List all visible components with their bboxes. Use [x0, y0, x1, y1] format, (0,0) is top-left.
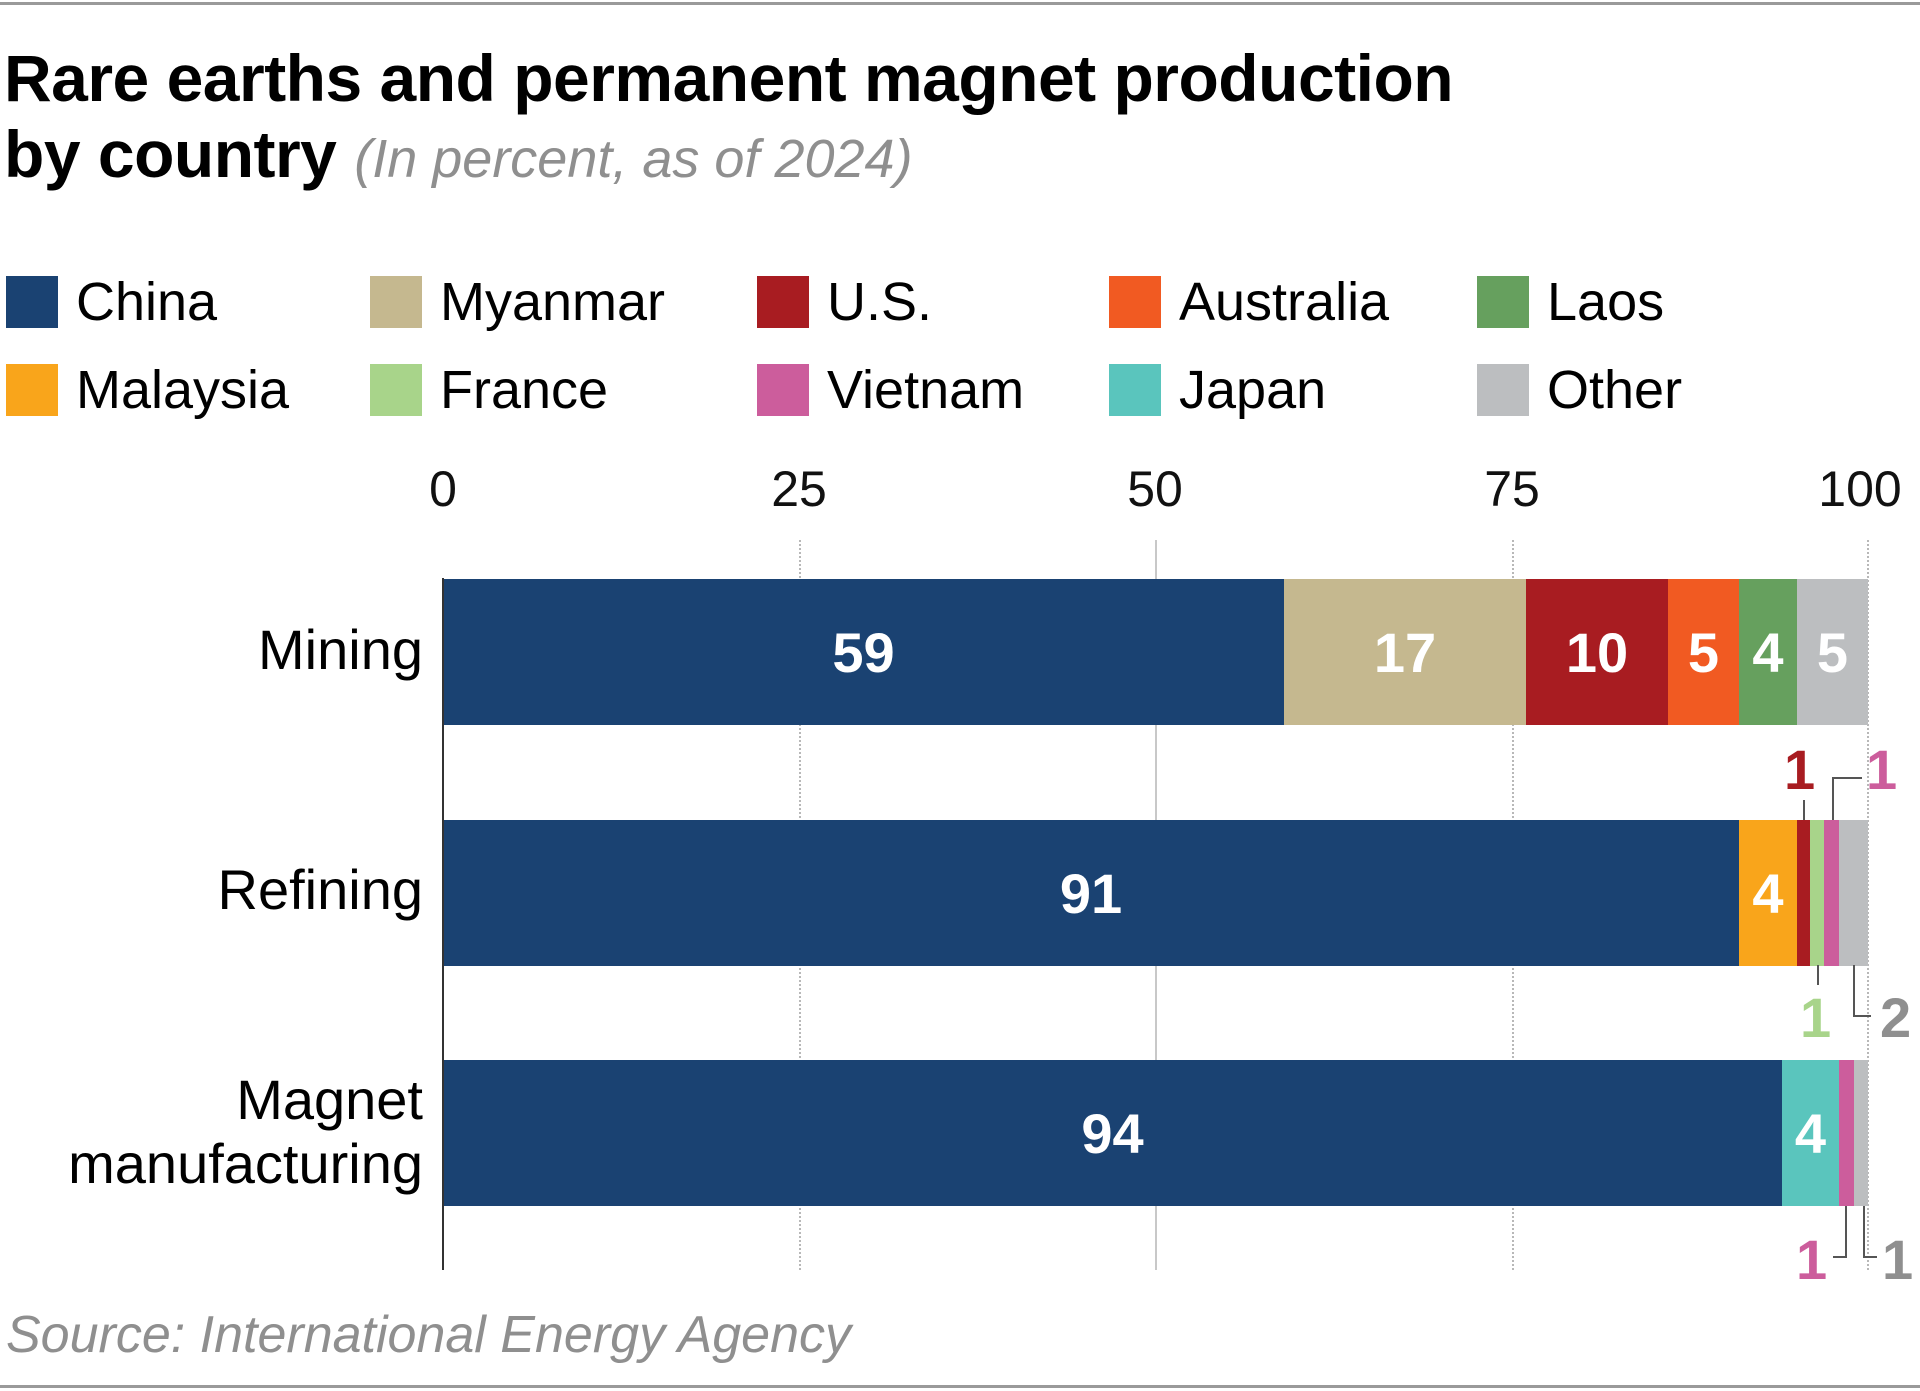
segment-us: 10 [1526, 579, 1668, 725]
segment-myanmar: 17 [1284, 579, 1526, 725]
segment-value: 59 [832, 620, 895, 684]
legend-swatch-myanmar [370, 276, 422, 328]
legend-label: Laos [1547, 272, 1665, 332]
legend-swatch-laos [1477, 276, 1529, 328]
legend-item-malaysia: Malaysia [6, 360, 290, 420]
chart-title: Rare earths and permanent magnet product… [4, 40, 1454, 197]
segment-other: 5 [1797, 579, 1868, 725]
leader-line-vietnam [1832, 777, 1834, 820]
legend-swatch-us [757, 276, 809, 328]
leader-line-vietnam-magnet-h [1833, 1256, 1847, 1258]
segment-value: 5 [1816, 620, 1849, 684]
legend-item-china: China [6, 272, 218, 332]
bar-mining: 59 17 10 5 4 5 [443, 579, 1868, 725]
legend-item-laos: Laos [1477, 272, 1665, 332]
legend-item-myanmar: Myanmar [370, 272, 666, 332]
legend-swatch-vietnam [757, 364, 809, 416]
category-label-refining: Refining [217, 858, 423, 921]
category-label-magnet-line2: manufacturing [68, 1132, 423, 1195]
tick-label-75: 75 [1484, 461, 1540, 517]
segment-other [1839, 820, 1868, 966]
legend-item-us: U.S. [757, 272, 933, 332]
leader-line-other [1853, 965, 1855, 1017]
callout-france: 1 [1800, 986, 1832, 1049]
leader-line-france [1817, 965, 1819, 985]
legend-item-japan: Japan [1109, 360, 1327, 420]
leader-line-vietnam-h [1832, 777, 1862, 779]
y-axis-line [442, 578, 444, 1270]
legend-swatch-france [370, 364, 422, 416]
leader-line-vietnam-magnet [1845, 1206, 1847, 1258]
legend-item-other: Other [1477, 360, 1683, 420]
callout-other: 2 [1880, 986, 1912, 1049]
title-line-1: Rare earths and permanent magnet product… [4, 41, 1454, 115]
segment-china: 91 [443, 820, 1739, 966]
legend-swatch-china [6, 276, 58, 328]
category-label-magnet-line1: Magnet [236, 1068, 423, 1131]
callout-vietnam-magnet: 1 [1796, 1228, 1828, 1291]
segment-us [1797, 820, 1810, 966]
leader-line-other-h [1853, 1015, 1871, 1017]
segment-australia: 5 [1668, 579, 1739, 725]
callout-us: 1 [1784, 738, 1816, 801]
bar-refining: 91 4 [443, 820, 1868, 966]
legend-swatch-japan [1109, 364, 1161, 416]
legend-item-australia: Australia [1109, 272, 1390, 332]
legend-label: France [440, 360, 609, 420]
legend-label: Japan [1179, 360, 1327, 420]
segment-value: 4 [1752, 620, 1784, 684]
segment-value: 91 [1059, 861, 1123, 925]
legend-item-vietnam: Vietnam [757, 360, 1025, 420]
tick-label-0: 0 [429, 461, 457, 517]
segment-china: 59 [443, 579, 1284, 725]
title-line-2-text: by country [4, 117, 337, 191]
legend-label: Malaysia [76, 360, 290, 420]
segment-china: 94 [443, 1060, 1782, 1206]
title-line-2: by country (In percent, as of 2024) [4, 116, 1453, 197]
callout-vietnam: 1 [1866, 738, 1898, 801]
segment-value: 4 [1752, 861, 1784, 925]
category-label-magnet: Magnet manufacturing [68, 1068, 423, 1196]
tick-label-100: 100 [1818, 461, 1902, 517]
segment-japan: 4 [1782, 1060, 1839, 1206]
segment-value: 10 [1565, 620, 1629, 684]
legend-label: China [76, 272, 218, 332]
segment-vietnam [1839, 1060, 1854, 1206]
top-rule [0, 2, 1920, 5]
segment-value: 5 [1687, 620, 1720, 684]
legend-swatch-malaysia [6, 364, 58, 416]
legend-label: Australia [1179, 272, 1390, 332]
legend-label: Vietnam [827, 360, 1025, 420]
segment-malaysia: 4 [1739, 820, 1797, 966]
chart-subtitle: (In percent, as of 2024) [354, 129, 913, 189]
leader-line-other-magnet [1863, 1206, 1865, 1258]
segment-value: 94 [1081, 1101, 1144, 1165]
tick-label-50: 50 [1127, 461, 1183, 517]
legend-label: Other [1547, 360, 1683, 420]
segment-other [1854, 1060, 1868, 1206]
callout-other-magnet: 1 [1882, 1228, 1914, 1291]
segment-value: 4 [1794, 1101, 1827, 1165]
segment-laos: 4 [1739, 579, 1797, 725]
leader-line-other-magnet-h [1863, 1256, 1877, 1258]
segment-value: 17 [1373, 620, 1437, 684]
legend-swatch-other [1477, 364, 1529, 416]
bar-magnet-manufacturing: 94 4 [443, 1060, 1868, 1206]
bottom-rule [0, 1385, 1920, 1388]
tick-label-25: 25 [771, 461, 827, 517]
legend-item-france: France [370, 360, 609, 420]
legend-label: Myanmar [440, 272, 666, 332]
leader-line-us [1803, 800, 1805, 820]
source-note: Source: International Energy Agency [6, 1306, 852, 1364]
gridline-100 [1867, 540, 1869, 1270]
segment-france [1810, 820, 1824, 966]
legend-label: U.S. [827, 272, 933, 332]
category-label-mining: Mining [258, 618, 423, 681]
segment-vietnam [1824, 820, 1839, 966]
legend-swatch-australia [1109, 276, 1161, 328]
